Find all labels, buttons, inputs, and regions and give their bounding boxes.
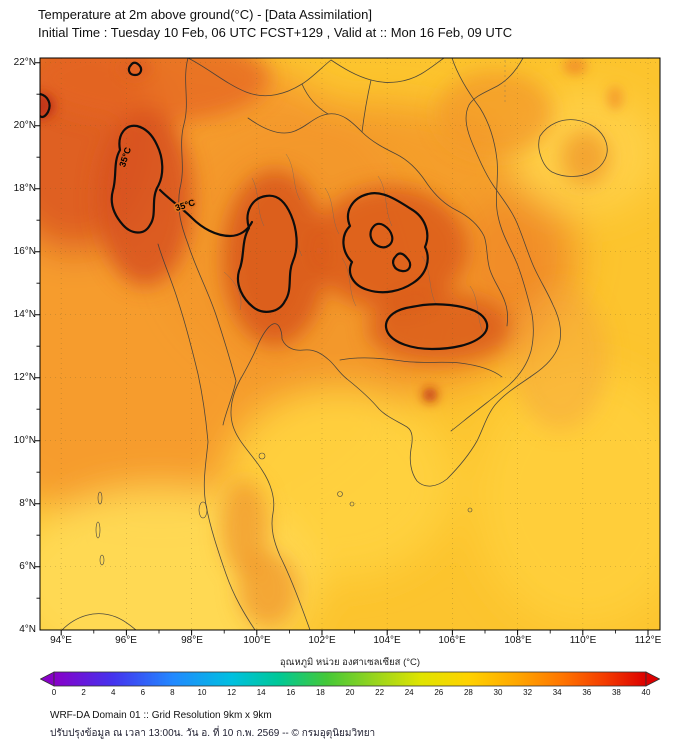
temperature-map: 35°C 35°C xyxy=(34,57,661,636)
colorbar-tick: 4 xyxy=(110,688,116,697)
x-axis-label: 98°E xyxy=(181,635,203,646)
x-axis-label: 94°E xyxy=(50,635,72,646)
x-axis-label: 112°E xyxy=(634,635,662,646)
y-axis-label: 4°N xyxy=(19,624,36,635)
colorbar-tick: 8 xyxy=(170,688,175,697)
colorbar-tick: 38 xyxy=(611,688,621,697)
islands xyxy=(95,452,473,566)
colorbar-label: อุณหภูมิ หน่วย องศาเซลเซียส (°C) xyxy=(279,657,421,668)
colorbar-tick: 20 xyxy=(345,688,355,697)
x-axis-label: 110°E xyxy=(569,635,597,646)
colorbar-tick: 2 xyxy=(81,688,86,697)
y-axis-label: 8°N xyxy=(19,498,36,509)
colorbar-tick: 12 xyxy=(227,688,237,697)
colorbar-tick: 14 xyxy=(256,688,266,697)
axis-ticks xyxy=(34,62,649,636)
y-axis-label: 20°N xyxy=(13,120,36,131)
x-axis-label: 96°E xyxy=(115,635,137,646)
x-axis-label: 104°E xyxy=(373,635,401,646)
page-title: Temperature at 2m above ground(°C) - [Da… xyxy=(38,7,372,22)
contour-35c xyxy=(40,61,489,351)
colorbar-ticks: 0 2 4 6 8 10 12 14 16 18 20 22 24 26 28 … xyxy=(51,688,651,700)
colorbar-tick: 40 xyxy=(641,688,651,697)
y-axis-label: 6°N xyxy=(19,561,36,572)
colorbar-tick: 6 xyxy=(140,688,146,697)
coastlines-borders xyxy=(61,58,608,630)
colorbar-tick: 16 xyxy=(286,688,296,697)
colorbar-tick: 24 xyxy=(404,688,414,697)
colorbar-tick: 26 xyxy=(434,688,444,697)
y-axis-label: 18°N xyxy=(13,183,36,194)
colorbar-tick: 0 xyxy=(51,688,57,697)
colorbar-tick: 28 xyxy=(463,688,473,697)
colorbar-tick: 36 xyxy=(582,688,592,697)
y-axis-label: 16°N xyxy=(13,246,36,257)
colorbar-tick: 32 xyxy=(523,688,533,697)
x-axis-label: 108°E xyxy=(504,635,532,646)
colorbar-tick: 34 xyxy=(552,688,562,697)
footer-update-info: ปรับปรุงข้อมูล ณ เวลา 13:00น. วัน อ. ที่… xyxy=(50,728,376,739)
colorbar-tick: 10 xyxy=(197,688,207,697)
colorbar-arrow-left xyxy=(40,671,55,687)
colorbar-arrow-right xyxy=(645,671,660,687)
colorbar-tick: 18 xyxy=(315,688,325,697)
y-axis-label: 12°N xyxy=(13,372,36,383)
temperature-field: 35°C 35°C xyxy=(40,58,660,630)
colorbar-tick: 30 xyxy=(493,688,503,697)
y-axis-label: 10°N xyxy=(13,435,36,446)
colorbar-gradient xyxy=(53,671,647,687)
y-axis-label: 22°N xyxy=(13,57,36,68)
plot-frame xyxy=(39,57,661,631)
x-axis-label: 100°E xyxy=(243,635,271,646)
page-subtitle: Initial Time : Tuesday 10 Feb, 06 UTC FC… xyxy=(38,25,513,40)
x-axis-label: 102°E xyxy=(308,635,336,646)
colorbar-tick: 22 xyxy=(375,688,385,697)
colorbar xyxy=(40,671,660,687)
x-axis-label: 106°E xyxy=(438,635,466,646)
footer-domain-info: WRF-DA Domain 01 :: Grid Resolution 9km … xyxy=(50,710,272,721)
y-axis-label: 14°N xyxy=(13,309,36,320)
